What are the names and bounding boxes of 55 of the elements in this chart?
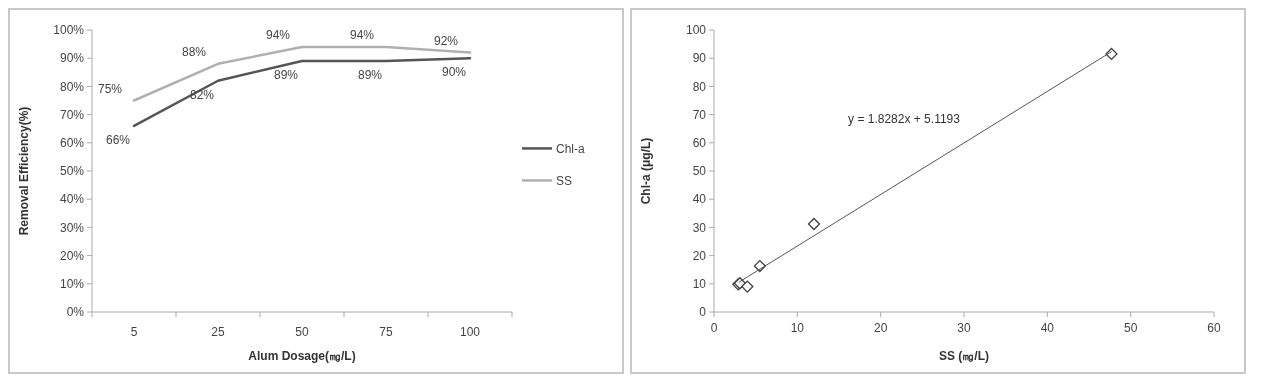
y-tick-label: 10 (692, 277, 707, 291)
legend-label: Chl-a (556, 141, 585, 156)
y-tick-label: 60% (59, 136, 85, 150)
y-tick-label: 90 (692, 51, 707, 66)
x-tick-label: 20 (873, 321, 888, 335)
y-tick-label: 100 (685, 23, 707, 38)
x-tick-label: 40 (1040, 321, 1055, 335)
point (741, 280, 754, 293)
y-tick-label: 30 (692, 220, 707, 235)
x-tick-label: 10 (790, 321, 805, 335)
x-tick-label: 5 (130, 325, 138, 339)
legend-label: SS (556, 173, 573, 188)
x-tick-label: 60 (1207, 321, 1221, 335)
y-tick-label: 40% (59, 192, 85, 207)
y-tick-label: 20% (59, 248, 85, 263)
y-tick-label: 60 (692, 136, 707, 150)
y-tick-label: 0 (699, 305, 707, 320)
data-label: 82% (189, 87, 215, 102)
point (807, 217, 821, 231)
x-tick-label: 50 (295, 325, 309, 339)
data-label: 75% (97, 81, 123, 96)
data-label: 88% (181, 44, 207, 59)
y-tick-label: 100% (53, 23, 85, 38)
data-label: 66% (105, 132, 131, 147)
data-label: 89% (273, 68, 299, 83)
y-tick-label: 0% (66, 305, 85, 320)
x-axis-title: SS (㎎/L) (939, 349, 989, 363)
data-label: 90% (441, 65, 467, 80)
y-axis-title: Chl-a (μg/L) (639, 137, 653, 205)
y-tick-label: 80% (59, 79, 85, 94)
x-tick-label: 0 (710, 321, 718, 335)
x-axis-title: Alum Dosage(㎎/L) (248, 349, 356, 363)
line-series (132, 45, 472, 102)
y-tick-label: 90% (59, 51, 85, 66)
x-tick-label: 25 (211, 325, 225, 339)
y-tick-label: 10% (59, 277, 85, 291)
y-tick-label: 30% (59, 220, 85, 235)
y-axis-title: Removal Efficiency(%) (17, 106, 31, 236)
annotation: y = 1.8282x + 5.1193 (848, 112, 961, 127)
y-tick-label: 70 (692, 107, 707, 122)
x-tick-label: 30 (957, 321, 971, 335)
y-tick-label: 40 (692, 192, 707, 207)
y-tick-label: 80 (692, 79, 707, 94)
y-tick-label: 70% (59, 107, 85, 122)
x-tick-label: 100 (459, 325, 481, 339)
data-label: 89% (357, 68, 383, 83)
data-label: 92% (433, 33, 459, 48)
line-series (132, 56, 472, 128)
x-tick-label: 75 (379, 325, 393, 339)
y-tick-label: 50% (59, 164, 85, 179)
y-tick-label: 20 (692, 248, 707, 263)
data-label: 94% (349, 27, 375, 42)
x-tick-label: 50 (1123, 321, 1138, 335)
data-label: 94% (265, 27, 291, 42)
y-tick-label: 50 (692, 164, 707, 179)
